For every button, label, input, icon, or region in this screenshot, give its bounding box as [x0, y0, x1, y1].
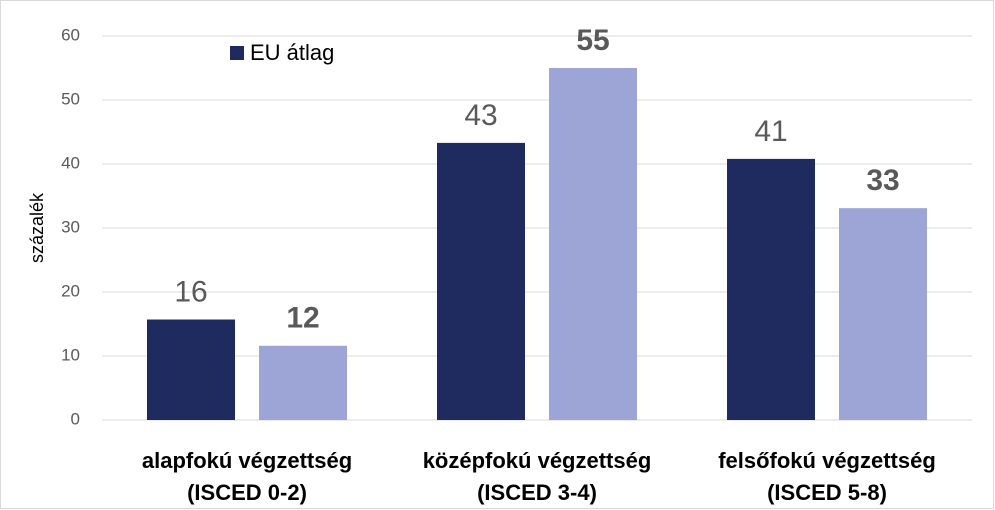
y-tick-label: 20 — [61, 281, 80, 300]
x-tick-label: középfokú végzettség — [423, 448, 652, 473]
data-label: 55 — [576, 24, 609, 57]
data-label: 12 — [286, 302, 319, 335]
data-label: 41 — [754, 115, 787, 148]
y-tick-label: 60 — [61, 25, 80, 44]
x-tick-label: alapfokú végzettség — [142, 448, 352, 473]
x-tick-label: felsőfokú végzettség — [718, 448, 936, 473]
bar — [839, 208, 927, 420]
x-tick-label: (ISCED 0-2) — [187, 480, 307, 505]
bar — [437, 142, 525, 420]
y-tick-label: 0 — [71, 409, 80, 428]
bar — [147, 319, 235, 420]
data-label: 43 — [464, 99, 497, 132]
legend-swatch — [230, 46, 244, 60]
legend-label: EU átlag — [250, 40, 334, 65]
y-tick-label: 40 — [61, 153, 80, 172]
bar — [727, 158, 815, 420]
x-tick-label: (ISCED 3-4) — [477, 480, 597, 505]
y-tick-label: 10 — [61, 345, 80, 364]
y-tick-label: 30 — [61, 217, 80, 236]
data-label: 16 — [174, 275, 207, 308]
data-label: 33 — [866, 164, 899, 197]
bar — [549, 68, 637, 420]
bar — [259, 345, 347, 420]
x-tick-label: (ISCED 5-8) — [767, 480, 887, 505]
y-axis-label: százalék — [27, 192, 47, 263]
y-tick-label: 50 — [61, 89, 80, 108]
